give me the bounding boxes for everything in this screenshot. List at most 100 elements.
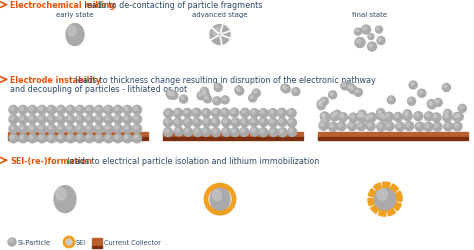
Circle shape: [125, 108, 128, 111]
Circle shape: [18, 106, 27, 115]
Circle shape: [9, 134, 18, 143]
Ellipse shape: [56, 188, 66, 200]
Circle shape: [405, 122, 414, 131]
Circle shape: [96, 126, 100, 130]
Circle shape: [358, 114, 361, 118]
Circle shape: [203, 96, 211, 104]
Circle shape: [403, 112, 412, 121]
Circle shape: [96, 108, 100, 111]
Circle shape: [240, 128, 249, 137]
Circle shape: [47, 125, 56, 134]
Circle shape: [288, 128, 297, 137]
Circle shape: [395, 114, 399, 118]
Circle shape: [386, 114, 390, 118]
Circle shape: [347, 84, 355, 92]
Circle shape: [428, 102, 436, 110]
Circle shape: [377, 28, 379, 31]
Circle shape: [405, 112, 408, 115]
Wedge shape: [383, 182, 390, 188]
Circle shape: [444, 110, 452, 118]
Circle shape: [362, 26, 371, 35]
Circle shape: [205, 97, 208, 100]
Circle shape: [203, 110, 207, 114]
Circle shape: [164, 128, 173, 137]
Circle shape: [418, 90, 426, 98]
Circle shape: [222, 128, 231, 137]
Circle shape: [9, 125, 18, 134]
Circle shape: [18, 125, 27, 134]
Circle shape: [338, 113, 347, 122]
Circle shape: [330, 93, 333, 96]
Circle shape: [222, 118, 231, 127]
Bar: [8, 138, 148, 141]
Circle shape: [409, 99, 412, 102]
Bar: [163, 133, 303, 138]
Circle shape: [426, 114, 429, 117]
Circle shape: [429, 103, 432, 106]
Circle shape: [393, 113, 402, 122]
Circle shape: [249, 118, 258, 127]
Circle shape: [444, 115, 448, 118]
Circle shape: [77, 136, 81, 139]
Circle shape: [328, 92, 337, 100]
Circle shape: [338, 124, 342, 127]
Bar: [92, 246, 102, 248]
Circle shape: [368, 34, 374, 40]
Text: advanced stage: advanced stage: [192, 12, 248, 18]
Circle shape: [193, 128, 202, 137]
Circle shape: [194, 120, 198, 124]
Circle shape: [320, 123, 324, 127]
Circle shape: [211, 118, 220, 127]
Circle shape: [252, 90, 260, 98]
Circle shape: [254, 91, 257, 94]
Circle shape: [39, 126, 43, 130]
Circle shape: [360, 114, 368, 121]
Circle shape: [387, 124, 390, 127]
Circle shape: [427, 100, 435, 108]
Circle shape: [321, 118, 329, 125]
Circle shape: [454, 114, 458, 118]
Circle shape: [382, 116, 385, 119]
Circle shape: [28, 106, 37, 115]
Circle shape: [260, 111, 264, 114]
Circle shape: [183, 109, 192, 118]
Circle shape: [250, 128, 259, 136]
Circle shape: [278, 118, 287, 127]
Circle shape: [133, 134, 142, 143]
Circle shape: [105, 117, 109, 120]
Circle shape: [232, 130, 236, 133]
Circle shape: [39, 108, 43, 111]
Circle shape: [10, 126, 14, 130]
Circle shape: [183, 128, 192, 137]
Circle shape: [458, 105, 466, 113]
Circle shape: [192, 118, 201, 128]
Circle shape: [270, 111, 273, 114]
Circle shape: [86, 126, 90, 130]
Circle shape: [317, 100, 325, 108]
Circle shape: [237, 89, 240, 92]
Circle shape: [29, 108, 33, 111]
Bar: [92, 238, 102, 246]
Circle shape: [115, 108, 118, 111]
Circle shape: [289, 120, 292, 124]
Circle shape: [8, 238, 16, 246]
Circle shape: [358, 124, 362, 127]
Circle shape: [403, 110, 411, 118]
Circle shape: [349, 124, 353, 127]
Circle shape: [289, 129, 293, 133]
Circle shape: [233, 120, 236, 124]
Circle shape: [134, 108, 137, 111]
Circle shape: [115, 117, 118, 120]
Circle shape: [115, 126, 118, 130]
Circle shape: [10, 136, 14, 139]
Text: final state: final state: [353, 12, 388, 18]
Circle shape: [86, 136, 90, 139]
Circle shape: [167, 92, 171, 94]
Circle shape: [281, 85, 289, 93]
Circle shape: [211, 128, 220, 137]
Circle shape: [269, 119, 278, 128]
Circle shape: [9, 106, 18, 115]
Circle shape: [319, 122, 328, 131]
Circle shape: [377, 123, 386, 132]
Circle shape: [18, 116, 27, 124]
